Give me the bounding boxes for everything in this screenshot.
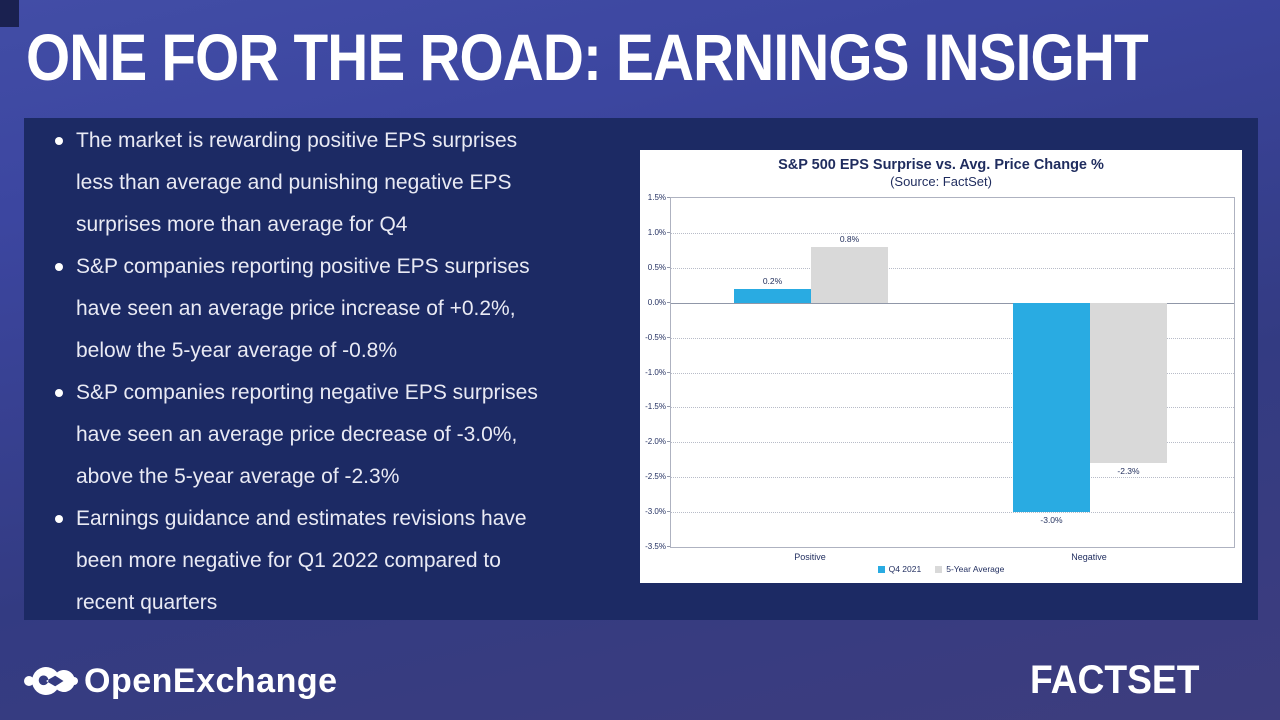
bullet-item: S&P companies reporting positive EPS sur… [52,246,652,372]
y-tick-label: 0.0% [647,297,666,307]
y-tick-mark [667,266,670,268]
bullet-line: S&P companies reporting positive EPS sur… [76,255,530,278]
y-tick-label: 0.5% [647,262,666,272]
bar-value-label: -3.0% [1040,515,1063,526]
y-tick-mark [667,511,670,513]
bullet-line: less than average and punishing negative… [76,171,512,194]
legend-item: Q4 2021 [877,564,922,574]
bullet-line: have seen an average price decrease of -… [76,423,518,446]
x-category-label: Positive [794,552,826,562]
y-tick-mark [667,476,670,478]
gridline [671,407,1234,409]
chart-bar-q4-2021-positive [734,288,811,303]
bullet-item: S&P companies reporting negative EPS sur… [52,372,652,498]
y-tick-label: -3.0% [645,507,666,517]
bullet-item: The market is rewarding positive EPS sur… [52,120,652,246]
openexchange-logo-icon [24,667,78,695]
corner-accent-square [0,0,19,27]
zero-gridline [671,302,1234,304]
gridline [671,512,1234,514]
legend-swatch-icon [877,565,885,573]
y-tick-mark [667,406,670,408]
bullet-line: The market is rewarding positive EPS sur… [76,129,518,152]
bullet-line: have seen an average price increase of +… [76,297,516,320]
factset-logo: FACTSET [1030,658,1200,702]
y-tick-label: -1.0% [645,367,666,377]
bullet-line: S&P companies reporting negative EPS sur… [76,381,538,404]
bullet-line: surprises more than average for Q4 [76,213,408,236]
x-category-label: Negative [1071,552,1107,562]
y-tick-label: 1.0% [647,227,666,237]
y-tick-label: -2.0% [645,437,666,447]
bullet-line: above the 5-year average of -2.3% [76,465,400,488]
chart-panel: S&P 500 EPS Surprise vs. Avg. Price Chan… [640,150,1242,583]
y-tick-mark [667,197,670,198]
chart-bar-5-year-average-negative [1090,302,1167,464]
y-tick-label: -2.5% [645,472,666,482]
legend-label: Q4 2021 [888,564,922,574]
legend-item: 5-Year Average [935,564,1004,574]
chart-bar-q4-2021-negative [1013,302,1090,513]
y-tick-mark [667,231,670,233]
chart-legend: Q4 2021 5-Year Average [640,564,1242,574]
y-tick-mark [667,441,670,443]
y-tick-mark [667,371,670,373]
gridline [671,232,1234,234]
bar-value-label: 0.8% [839,233,860,244]
gridline [671,372,1234,374]
y-tick-label: 1.5% [647,193,666,202]
gridline [671,477,1234,479]
y-tick-mark [667,336,670,338]
chart-plot-area: 0.2% -3.0% 0.8% -2.3% [670,197,1235,548]
y-tick-mark [667,546,670,547]
bar-value-label: -2.3% [1117,466,1140,477]
bullet-line: been more negative for Q1 2022 compared … [76,549,501,572]
page-title: ONE FOR THE ROAD: EARNINGS INSIGHT [26,20,1149,94]
bullet-line: below the 5-year average of -0.8% [76,339,398,362]
y-tick-label: -3.5% [645,542,666,551]
gridline [671,337,1234,339]
chart-title: S&P 500 EPS Surprise vs. Avg. Price Chan… [778,157,1104,173]
y-tick-mark [667,301,670,303]
legend-label: 5-Year Average [946,564,1005,574]
bullet-line: recent quarters [76,591,218,614]
chart-bar-5-year-average-positive [811,246,888,303]
y-tick-label: -1.5% [645,402,666,412]
openexchange-wordmark: OpenExchange [84,662,338,700]
bar-value-label: 0.2% [762,275,783,286]
bullet-line: Earnings guidance and estimates revision… [76,507,527,530]
bullet-item: Earnings guidance and estimates revision… [52,498,652,624]
bullet-list: The market is rewarding positive EPS sur… [52,120,652,624]
legend-swatch-icon [935,565,943,573]
gridline [671,267,1234,269]
y-tick-label: -0.5% [645,332,666,342]
chart-subtitle: (Source: FactSet) [890,174,992,189]
gridline [671,442,1234,444]
